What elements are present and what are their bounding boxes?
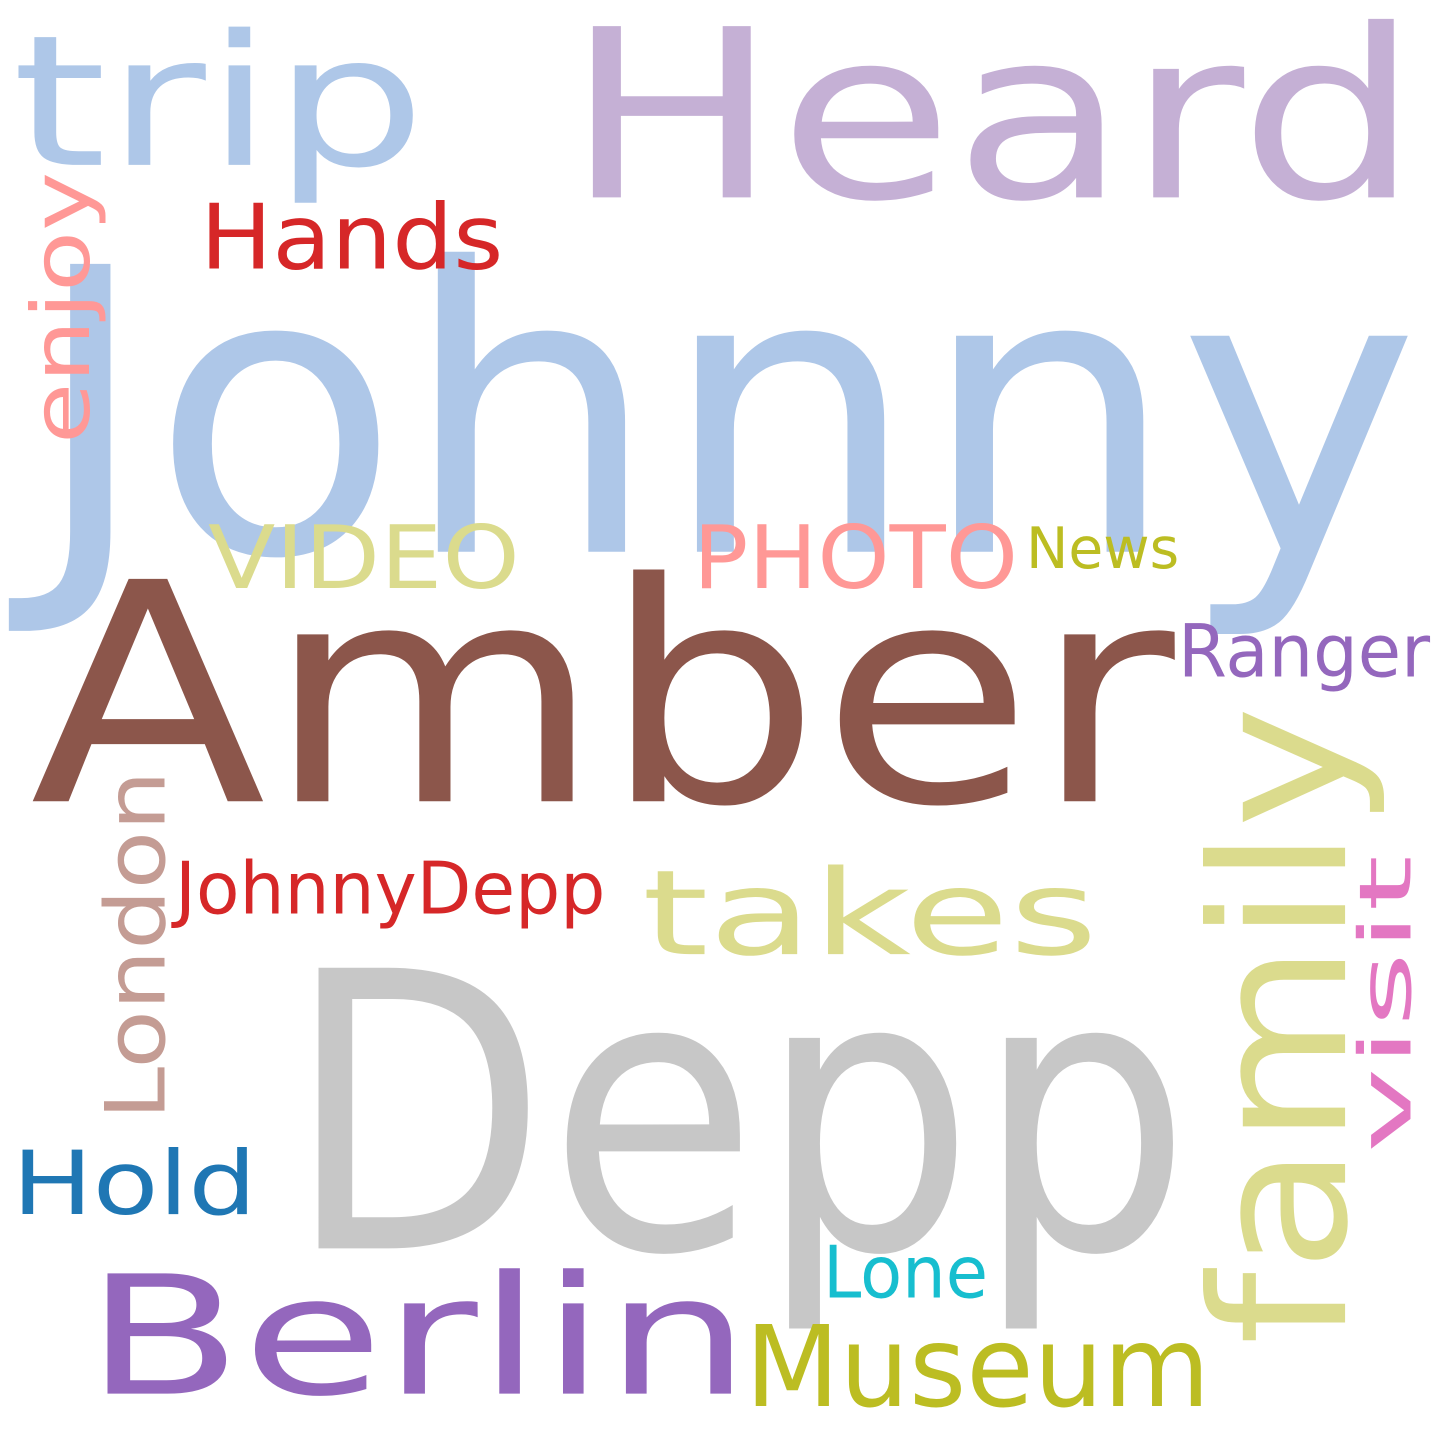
word-takes: takes	[642, 844, 1098, 983]
word-johnnydepp: JohnnyDepp	[175, 846, 606, 931]
word-enjoy: enjoy	[14, 171, 109, 444]
word-visit: visit	[1343, 854, 1428, 1153]
word-photo: PHOTO	[693, 507, 1019, 609]
word-hold: Hold	[12, 1132, 257, 1236]
word-depp: Depp	[285, 890, 1192, 1341]
word-museum: Museum	[745, 1301, 1211, 1433]
word-london: London	[87, 770, 185, 1120]
word-berlin: Berlin	[85, 1240, 751, 1434]
word-lone: Lone	[823, 1230, 989, 1315]
word-amber: Amber	[30, 517, 1175, 875]
word-heard: Heard	[565, 0, 1420, 254]
word-johnny: Johnny	[30, 184, 1420, 647]
word-trip: trip	[12, 0, 427, 209]
word-hands: Hands	[200, 184, 504, 291]
word-video: VIDEO	[208, 507, 520, 609]
word-ranger: Ranger	[1178, 608, 1431, 694]
word-news: News	[1026, 514, 1180, 582]
